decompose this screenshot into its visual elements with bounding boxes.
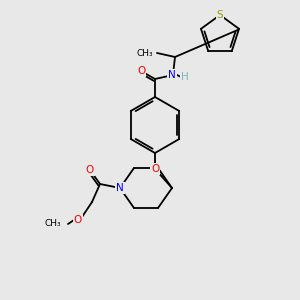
Text: O: O (74, 215, 82, 225)
Text: O: O (151, 164, 159, 174)
Text: N: N (168, 70, 176, 80)
Text: N: N (116, 183, 124, 193)
Text: CH₃: CH₃ (44, 220, 61, 229)
Text: O: O (86, 165, 94, 175)
Text: CH₃: CH₃ (136, 49, 153, 58)
Text: O: O (137, 66, 145, 76)
Text: H: H (181, 72, 189, 82)
Text: S: S (217, 10, 223, 20)
